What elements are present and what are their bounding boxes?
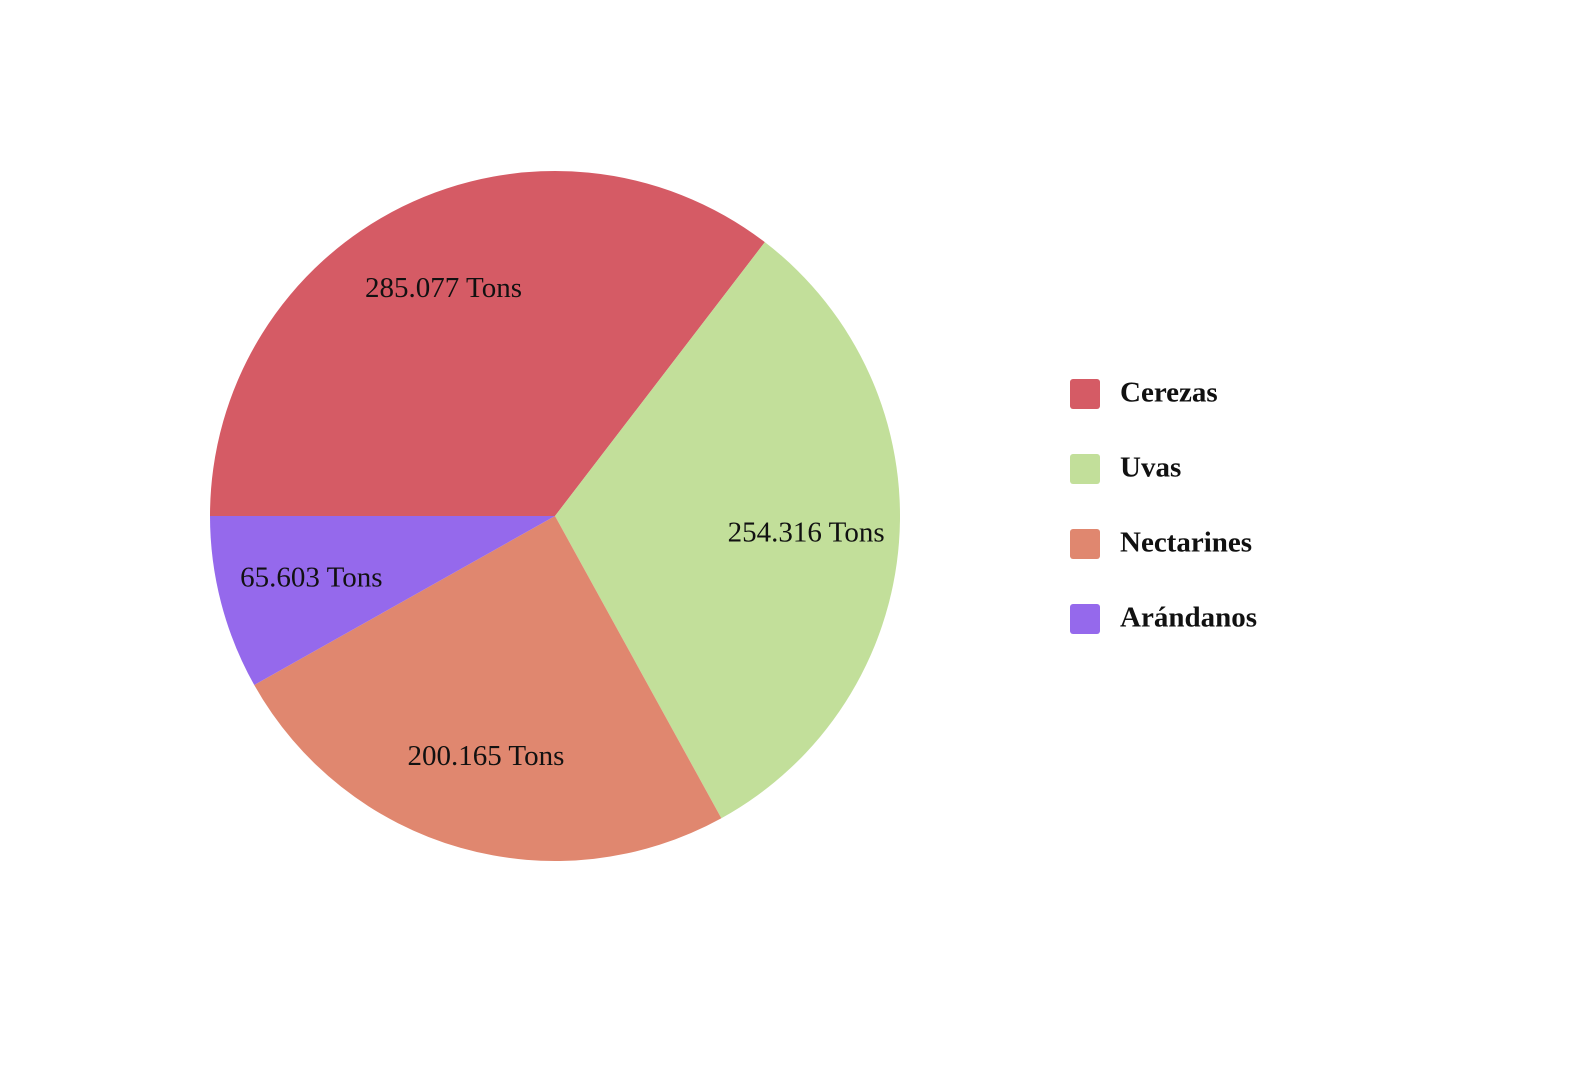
pie-slice [555,242,901,819]
legend-label: Cerezas [1120,377,1218,409]
value-label: 65.603 Tons [240,561,382,593]
legend-swatch [1070,454,1100,484]
legend-swatch [1070,379,1100,409]
pie-slice [254,516,722,861]
pie-slice [210,516,555,686]
value-label: 200.165 Tons [407,740,564,772]
legend-label: Nectarines [1120,527,1252,559]
legend-swatch [1070,529,1100,559]
value-label: 285.077 Tons [365,272,522,304]
legend-swatch [1070,604,1100,634]
pie-slice [210,171,765,516]
value-label: 254.316 Tons [728,517,885,549]
legend-label: Uvas [1120,452,1181,484]
legend-label: Arándanos [1120,602,1257,634]
